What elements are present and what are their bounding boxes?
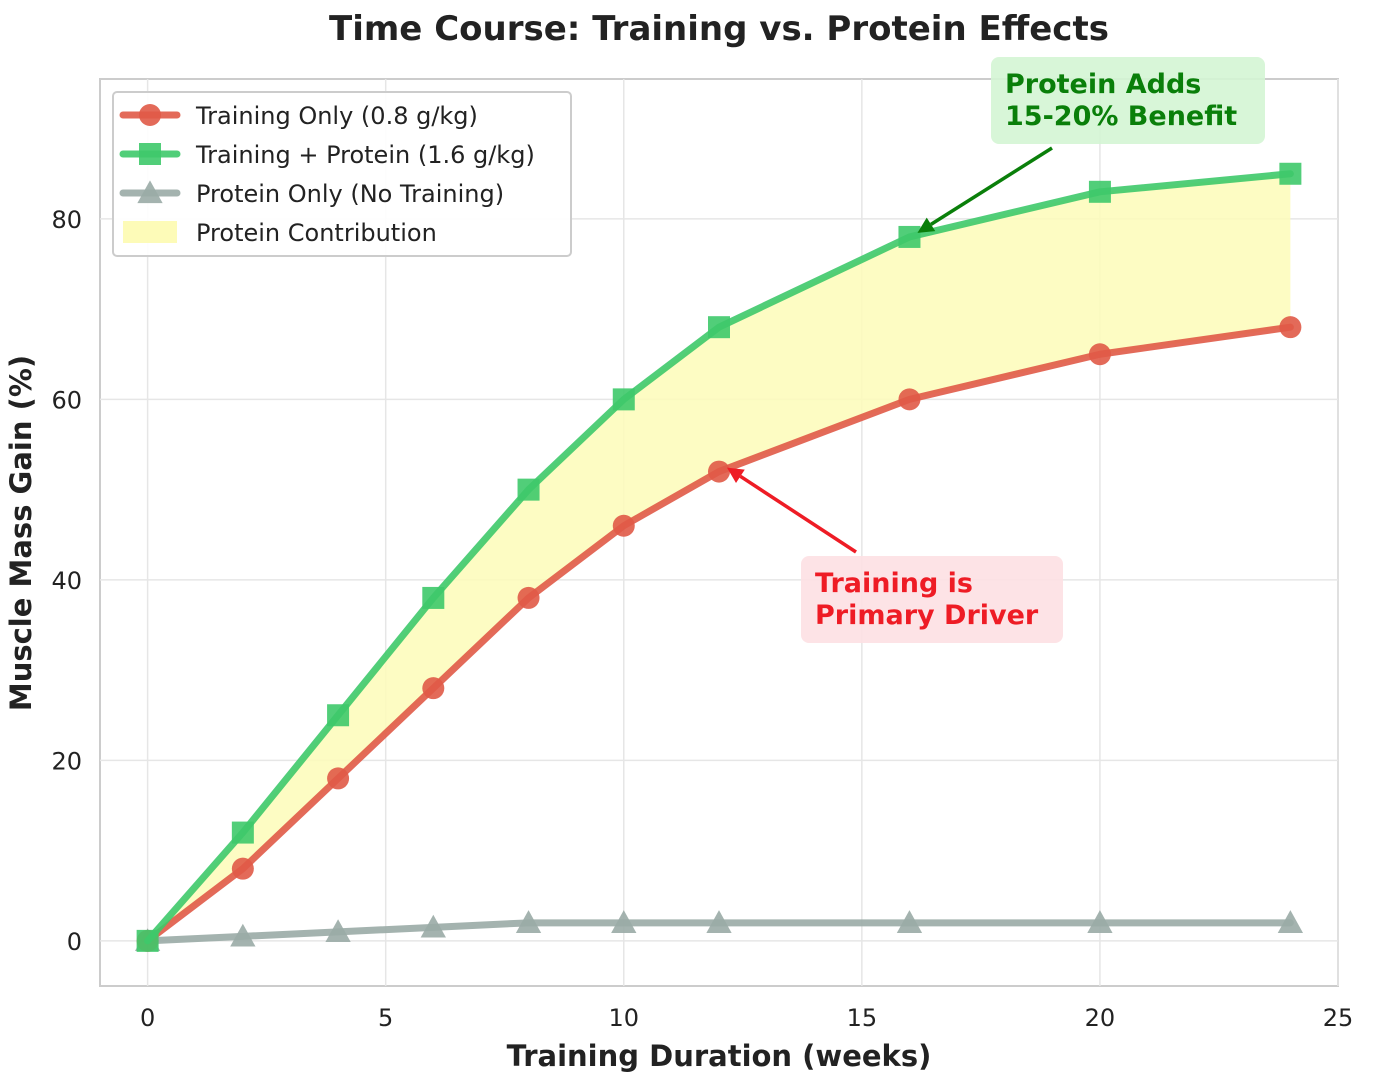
series-line — [144, 170, 1294, 945]
chart-title: Time Course: Training vs. Protein Effect… — [329, 9, 1109, 49]
data-point — [420, 914, 446, 938]
annotation-text: Protein Adds — [1005, 69, 1201, 100]
x-axis-label: Training Duration (weeks) — [507, 1039, 932, 1073]
data-point — [422, 586, 445, 609]
legend-box — [112, 91, 572, 257]
y-tick-label: 0 — [67, 928, 82, 956]
data-point — [708, 460, 730, 483]
legend-entry-2: Training + Protein (1.6 g/kg) — [119, 141, 535, 169]
legend-label: Protein Only (No Training) — [196, 180, 504, 208]
data-point — [898, 388, 921, 411]
data-point — [1279, 162, 1302, 185]
annotation-box — [991, 57, 1265, 144]
legend-label: Training Only (0.8 g/kg) — [195, 102, 478, 130]
data-point — [327, 767, 350, 790]
annotation-box — [801, 556, 1063, 643]
annotation-arrow — [739, 474, 857, 554]
y-tick-label: 40 — [51, 567, 82, 595]
data-point — [612, 514, 635, 537]
data-point — [515, 910, 542, 933]
legend-swatch — [123, 221, 177, 243]
data-point — [1088, 343, 1111, 366]
y-tick-label: 20 — [51, 747, 82, 775]
x-tick-label: 0 — [140, 1004, 155, 1032]
data-point — [708, 316, 730, 339]
data-point — [1087, 910, 1113, 933]
annotation-arrowhead — [917, 217, 936, 233]
x-tick-label: 5 — [378, 1004, 393, 1032]
data-point — [898, 225, 921, 248]
ticks: 0 5 10 15 20 25 0 20 40 60 80 — [51, 206, 1353, 1032]
data-point — [706, 910, 732, 933]
data-point — [136, 929, 159, 952]
annotation-text: Training is — [815, 568, 973, 599]
data-point — [896, 910, 923, 933]
y-tick-label: 60 — [51, 386, 82, 414]
annotation-text: 15-20% Benefit — [1005, 101, 1237, 132]
x-tick-label: 15 — [847, 1004, 878, 1032]
legend-entry-3: Protein Only (No Training) — [119, 180, 504, 208]
legend-marker — [139, 104, 161, 126]
x-tick-label: 25 — [1323, 1004, 1354, 1032]
data-point — [1088, 180, 1111, 203]
x-tick-label: 20 — [1085, 1004, 1116, 1032]
legend: Training Only (0.8 g/kg) Training + Prote… — [112, 91, 572, 257]
data-point — [517, 478, 540, 501]
annotation-arrowhead — [727, 467, 745, 484]
legend-entry-1: Training Only (0.8 g/kg) — [119, 102, 478, 130]
legend-label: Protein Contribution — [196, 219, 437, 247]
legend-marker — [139, 143, 161, 165]
series-layer — [134, 162, 1304, 952]
data-point — [325, 919, 351, 942]
series-line — [144, 323, 1294, 945]
y-axis-label: Muscle Mass Gain (%) — [4, 355, 38, 711]
annotation-text: Primary Driver — [815, 600, 1039, 631]
data-point — [230, 923, 256, 947]
protein-contribution-area — [147, 173, 1291, 941]
data-point — [612, 388, 635, 411]
data-point — [327, 704, 350, 727]
y-tick-label: 80 — [51, 206, 82, 234]
data-point — [517, 586, 540, 609]
data-point — [1277, 910, 1304, 933]
data-point — [1279, 316, 1302, 339]
x-tick-label: 10 — [608, 1004, 639, 1032]
fill-area — [147, 173, 1291, 941]
legend-marker — [137, 180, 163, 204]
legend-entry-4: Protein Contribution — [123, 219, 437, 247]
annotation-arrow — [930, 146, 1053, 226]
series-2 — [136, 162, 1302, 952]
data-point — [231, 857, 254, 880]
data-point — [231, 821, 254, 844]
series-line — [144, 919, 1294, 945]
legend-label: Training + Protein (1.6 g/kg) — [195, 141, 535, 169]
data-point — [422, 677, 445, 700]
data-point — [611, 910, 637, 933]
